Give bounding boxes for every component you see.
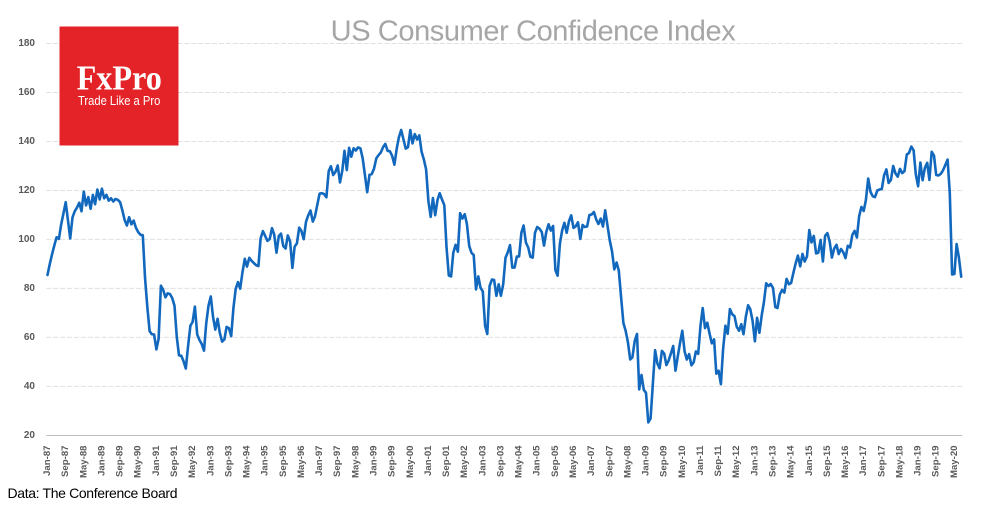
svg-text:Jan-93: Jan-93: [205, 446, 216, 476]
svg-text:Sep-13: Sep-13: [768, 446, 779, 477]
svg-text:May-12: May-12: [731, 446, 742, 479]
svg-text:80: 80: [24, 283, 36, 294]
svg-text:Jan-05: Jan-05: [532, 445, 543, 476]
svg-text:Jan-17: Jan-17: [858, 446, 869, 476]
svg-text:May-16: May-16: [840, 446, 851, 479]
svg-text:May-92: May-92: [187, 446, 198, 479]
svg-text:40: 40: [24, 381, 36, 392]
svg-text:180: 180: [18, 38, 35, 49]
svg-text:Sep-97: Sep-97: [332, 446, 343, 477]
svg-text:Sep-89: Sep-89: [115, 446, 126, 477]
svg-text:May-10: May-10: [677, 446, 688, 479]
svg-text:120: 120: [18, 185, 35, 196]
svg-text:Sep-87: Sep-87: [60, 446, 71, 477]
svg-text:May-98: May-98: [350, 445, 361, 478]
svg-text:Jan-91: Jan-91: [151, 445, 162, 476]
svg-text:Jan-01: Jan-01: [423, 445, 434, 476]
svg-text:20: 20: [24, 430, 36, 441]
svg-text:Jan-15: Jan-15: [804, 445, 815, 476]
svg-text:May-00: May-00: [405, 446, 416, 479]
svg-text:Jan-11: Jan-11: [695, 445, 706, 476]
svg-text:60: 60: [24, 332, 36, 343]
svg-text:Sep-03: Sep-03: [495, 446, 506, 477]
svg-text:Jan-87: Jan-87: [42, 446, 53, 476]
svg-text:May-06: May-06: [568, 446, 579, 479]
svg-text:Jan-99: Jan-99: [369, 446, 380, 476]
svg-text:Trade Like a Pro: Trade Like a Pro: [78, 93, 160, 108]
svg-text:Jan-19: Jan-19: [913, 446, 924, 476]
svg-text:May-94: May-94: [242, 445, 253, 478]
svg-text:May-08: May-08: [622, 445, 633, 478]
svg-text:May-96: May-96: [296, 446, 307, 479]
svg-text:Sep-99: Sep-99: [387, 446, 398, 477]
svg-text:160: 160: [18, 87, 35, 98]
svg-text:May-90: May-90: [133, 446, 144, 479]
svg-text:May-18: May-18: [895, 445, 906, 478]
svg-text:100: 100: [18, 234, 35, 245]
svg-text:Jan-09: Jan-09: [641, 446, 652, 476]
svg-text:May-20: May-20: [949, 446, 960, 479]
svg-text:May-04: May-04: [514, 445, 525, 478]
svg-text:US Consumer Confidence Index: US Consumer Confidence Index: [331, 16, 737, 48]
svg-text:Jan-89: Jan-89: [96, 446, 107, 476]
svg-text:Sep-09: Sep-09: [659, 446, 670, 477]
svg-text:Jan-07: Jan-07: [586, 446, 597, 476]
svg-text:Sep-95: Sep-95: [278, 445, 289, 477]
svg-text:Sep-01: Sep-01: [441, 445, 452, 477]
svg-text:Jan-95: Jan-95: [260, 445, 271, 476]
svg-text:Sep-11: Sep-11: [713, 445, 724, 477]
svg-text:Jan-03: Jan-03: [477, 446, 488, 476]
svg-text:Sep-05: Sep-05: [550, 445, 561, 477]
svg-text:Jan-13: Jan-13: [749, 446, 760, 476]
svg-text:Sep-15: Sep-15: [822, 445, 833, 477]
svg-text:140: 140: [18, 136, 35, 147]
svg-text:May-14: May-14: [786, 445, 797, 478]
svg-text:Sep-19: Sep-19: [931, 446, 942, 477]
svg-text:Sep-91: Sep-91: [169, 445, 180, 477]
svg-text:Sep-93: Sep-93: [223, 446, 234, 477]
svg-text:Data: The Conference Board: Data: The Conference Board: [8, 485, 178, 501]
svg-text:Sep-07: Sep-07: [604, 446, 615, 477]
svg-text:May-88: May-88: [78, 445, 89, 478]
svg-text:May-02: May-02: [459, 446, 470, 479]
svg-text:Jan-97: Jan-97: [314, 446, 325, 476]
svg-text:Sep-17: Sep-17: [876, 446, 887, 477]
svg-text:FxPro: FxPro: [77, 59, 162, 98]
